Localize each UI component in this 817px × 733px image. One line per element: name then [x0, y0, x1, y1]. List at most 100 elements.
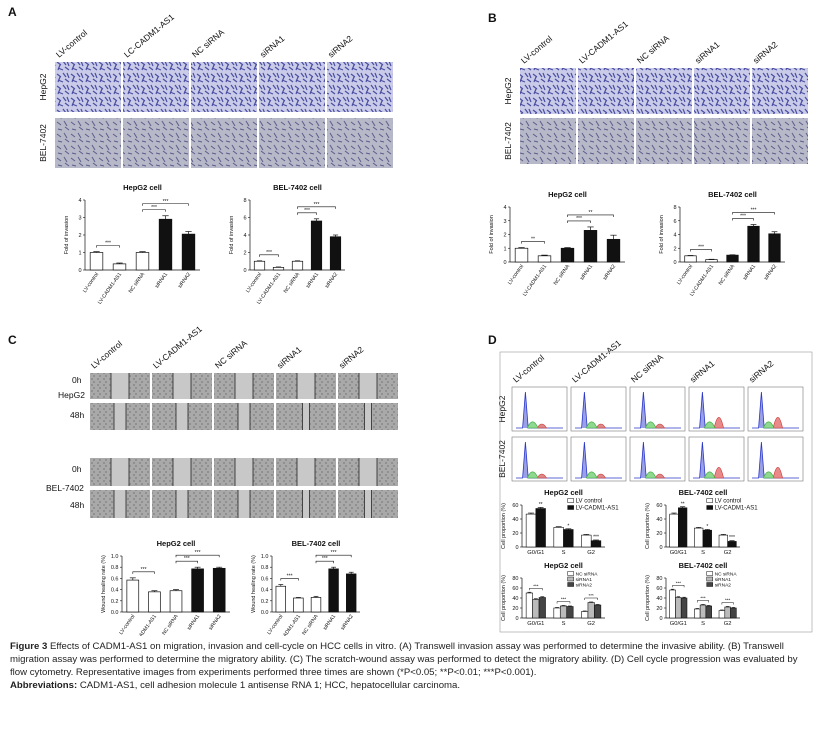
- x-tick-label: LV-control: [507, 264, 525, 286]
- y-tick-label: 60: [512, 586, 518, 592]
- column-label: NC siRNA: [190, 27, 226, 60]
- micrograph: [694, 118, 750, 164]
- bar: [293, 597, 304, 613]
- histogram-frame: [570, 436, 627, 482]
- bar: [310, 220, 323, 271]
- bar: [669, 589, 676, 619]
- row-label: 0h: [72, 464, 82, 474]
- histogram-g2: [536, 473, 548, 479]
- bar: [587, 602, 595, 619]
- x-tick-label: NC siRNA: [128, 271, 147, 294]
- x-tick-label: NC siRNA: [161, 613, 180, 636]
- x-tick-label: siRNA1: [322, 614, 337, 632]
- x-tick-label: siRNA1: [579, 264, 594, 282]
- bar: [181, 233, 196, 271]
- significance-bracket: [529, 588, 543, 591]
- bar: [705, 259, 718, 263]
- y-tick-label: 40: [512, 596, 518, 602]
- y-tick-label: 80: [512, 576, 518, 582]
- legend-label: NC siRNA: [715, 572, 738, 578]
- chart-title: HepG2 cell: [548, 190, 587, 199]
- y-tick-label: 3: [503, 219, 506, 225]
- legend-label: LV-CADM1-AS1: [576, 506, 620, 512]
- y-tick-label: 8: [243, 198, 246, 204]
- significance-label: ***: [151, 205, 157, 211]
- column-label: siRNA2: [337, 344, 366, 370]
- significance-bracket: [280, 578, 299, 581]
- bar: [727, 541, 737, 548]
- bar: [272, 267, 285, 271]
- significance-label: ***: [184, 556, 190, 562]
- x-tick-label: S: [562, 550, 566, 556]
- wound-gap: [176, 490, 188, 518]
- x-tick-label: siRNA2: [340, 614, 355, 632]
- legend-label: siRNA1: [576, 577, 593, 583]
- micrograph: [752, 68, 808, 114]
- micrograph: [123, 62, 189, 112]
- bar: [678, 507, 688, 548]
- x-tick-label: G0/G1: [527, 550, 544, 556]
- histogram-s: [526, 471, 539, 479]
- micrograph: [578, 118, 634, 164]
- bar: [669, 513, 679, 548]
- y-axis-label: Cell proportion (%): [501, 575, 507, 621]
- column-label: LV-control: [54, 28, 89, 60]
- histogram-s: [526, 421, 539, 429]
- y-tick-label: 2: [673, 246, 676, 252]
- bar: [89, 252, 104, 271]
- x-tick-label: LV-control: [82, 272, 100, 294]
- y-axis-label: Cell proportion (%): [645, 503, 651, 549]
- wound-gap: [235, 373, 253, 399]
- y-tick-label: 0.6: [111, 576, 119, 582]
- histogram-g2: [536, 423, 548, 429]
- significance-label: **: [531, 237, 535, 243]
- bar: [702, 529, 712, 548]
- bar: [532, 599, 540, 619]
- x-tick-label: siRNA2: [177, 272, 192, 290]
- bar: [553, 527, 564, 548]
- bar: [699, 604, 707, 619]
- y-tick-label: 60: [656, 586, 662, 592]
- y-tick-label: 40: [656, 517, 662, 523]
- micrograph: [520, 68, 576, 114]
- significance-label: ***: [266, 250, 272, 256]
- significance-label: ***: [700, 596, 706, 601]
- wound-gap: [297, 458, 315, 486]
- bar: [328, 568, 339, 613]
- bar: [694, 527, 704, 548]
- x-tick-label: siRNA2: [208, 614, 223, 632]
- bar: [538, 597, 546, 619]
- x-tick-label: S: [701, 550, 705, 556]
- histogram-frame: [629, 436, 686, 482]
- chart-title: BEL-7402 cell: [708, 190, 757, 199]
- y-axis-label: Cell proportion (%): [501, 503, 507, 549]
- bar: [559, 605, 568, 619]
- bar: [747, 225, 760, 263]
- x-tick-label: siRNA2: [763, 264, 778, 282]
- bar: [169, 590, 183, 613]
- legend-swatch: [706, 576, 713, 582]
- legend-swatch: [706, 571, 713, 576]
- bar: [680, 597, 688, 619]
- chart-title: HepG2 cell: [157, 539, 196, 548]
- significance-label: ***: [287, 574, 293, 580]
- figure-number: Figure 3: [10, 641, 48, 652]
- legend-swatch: [567, 498, 574, 503]
- column-label: LV-CADM1-AS1: [577, 19, 630, 66]
- significance-bracket: [521, 241, 545, 244]
- wound-gap: [364, 490, 372, 518]
- y-tick-label: 20: [656, 531, 662, 537]
- histogram-g2: [654, 473, 666, 479]
- y-tick-label: 0: [515, 545, 518, 551]
- bar: [563, 529, 574, 548]
- figure: ALV-control LC-CADM1-AS1 NC siRNA siRNA1 siR…: [8, 5, 813, 636]
- chart-title: HepG2 cell: [123, 183, 162, 192]
- legend-swatch: [567, 582, 574, 587]
- significance-bracket: [584, 597, 598, 600]
- wound-gap: [235, 458, 253, 486]
- panel-label: D: [488, 333, 497, 347]
- panel-label: C: [8, 333, 17, 347]
- bar: [525, 592, 533, 619]
- significance-label: ***: [141, 567, 147, 573]
- significance-bracket: [132, 571, 155, 574]
